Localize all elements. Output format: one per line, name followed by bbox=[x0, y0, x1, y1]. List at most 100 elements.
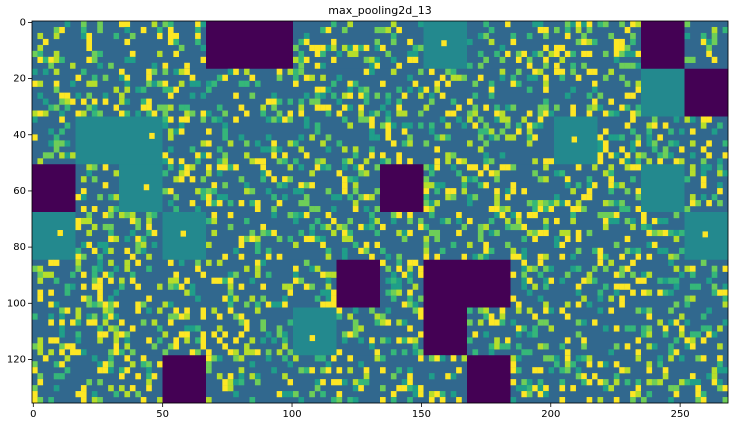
activation-pixel bbox=[81, 21, 87, 27]
activation-pixel bbox=[527, 63, 533, 69]
activation-pixel bbox=[603, 170, 609, 176]
activation-pixel bbox=[222, 75, 228, 81]
activation-pixel bbox=[255, 302, 261, 308]
activation-pixel bbox=[65, 99, 71, 105]
activation-pixel bbox=[554, 242, 560, 248]
activation-pixel bbox=[217, 164, 223, 170]
activation-pixel bbox=[717, 122, 723, 128]
activation-pixel bbox=[239, 331, 245, 337]
activation-pixel bbox=[37, 93, 43, 99]
activation-pixel bbox=[685, 206, 691, 212]
activation-pixel bbox=[168, 134, 174, 140]
activation-pixel bbox=[347, 355, 353, 361]
activation-pixel bbox=[54, 361, 60, 367]
activation-pixel bbox=[211, 308, 217, 314]
activation-pixel bbox=[467, 308, 473, 314]
activation-pixel bbox=[119, 212, 125, 218]
activation-pixel bbox=[668, 319, 674, 325]
activation-pixel bbox=[385, 51, 391, 57]
activation-pixel bbox=[228, 296, 234, 302]
activation-pixel bbox=[103, 367, 109, 373]
activation-pixel bbox=[135, 260, 141, 266]
feature-map bbox=[337, 260, 381, 308]
activation-pixel bbox=[472, 122, 478, 128]
activation-pixel bbox=[59, 349, 65, 355]
activation-pixel bbox=[565, 51, 571, 57]
activation-pixel bbox=[76, 266, 82, 272]
activation-pixel bbox=[233, 117, 239, 123]
activation-pixel bbox=[625, 63, 631, 69]
activation-pixel bbox=[206, 367, 212, 373]
activation-pixel bbox=[489, 319, 495, 325]
activation-pixel bbox=[92, 105, 98, 111]
feature-map bbox=[32, 164, 76, 212]
activation-pixel bbox=[543, 230, 549, 236]
activation-pixel bbox=[554, 236, 560, 242]
feature-map bbox=[250, 21, 294, 69]
y-tick-label: 40 bbox=[13, 130, 26, 141]
activation-pixel bbox=[179, 176, 185, 182]
activation-pixel bbox=[402, 319, 408, 325]
activation-pixel bbox=[418, 385, 424, 391]
activation-pixel bbox=[532, 385, 538, 391]
activation-pixel bbox=[168, 158, 174, 164]
activation-pixel bbox=[500, 75, 506, 81]
activation-pixel bbox=[385, 134, 391, 140]
activation-pixel bbox=[451, 355, 457, 361]
activation-pixel bbox=[418, 122, 424, 128]
activation-pixel bbox=[92, 284, 98, 290]
activation-pixel bbox=[619, 182, 625, 188]
activation-pixel bbox=[641, 218, 647, 224]
activation-pixel bbox=[288, 391, 294, 397]
activation-pixel bbox=[391, 290, 397, 296]
activation-pixel bbox=[271, 194, 277, 200]
activation-pixel bbox=[625, 379, 631, 385]
activation-pixel bbox=[429, 164, 435, 170]
activation-pixel bbox=[163, 69, 169, 75]
activation-pixel bbox=[440, 218, 446, 224]
activation-pixel bbox=[353, 397, 359, 403]
activation-pixel bbox=[76, 194, 82, 200]
activation-pixel bbox=[222, 385, 228, 391]
activation-pixel bbox=[282, 182, 288, 188]
activation-pixel bbox=[391, 212, 397, 218]
activation-pixel bbox=[527, 87, 533, 93]
activation-pixel bbox=[108, 212, 114, 218]
activation-pixel bbox=[532, 230, 538, 236]
activation-pixel bbox=[48, 272, 54, 278]
activation-pixel bbox=[483, 308, 489, 314]
activation-pixel bbox=[173, 284, 179, 290]
activation-pixel bbox=[625, 164, 631, 170]
activation-pixel bbox=[467, 200, 473, 206]
activation-pixel bbox=[407, 379, 413, 385]
activation-pixel bbox=[353, 385, 359, 391]
activation-pixel bbox=[103, 212, 109, 218]
activation-pixel bbox=[674, 140, 680, 146]
chart-title: max_pooling2d_13 bbox=[328, 4, 431, 17]
activation-pixel bbox=[304, 152, 310, 158]
activation-pixel bbox=[375, 230, 381, 236]
activation-pixel bbox=[233, 272, 239, 278]
activation-pixel bbox=[184, 308, 190, 314]
activation-pixel bbox=[146, 373, 152, 379]
activation-pixel bbox=[65, 367, 71, 373]
activation-pixel bbox=[690, 343, 696, 349]
activation-pixel bbox=[337, 224, 343, 230]
activation-pixel bbox=[712, 331, 718, 337]
activation-pixel bbox=[347, 367, 353, 373]
activation-pixel bbox=[135, 224, 141, 230]
activation-pixel bbox=[326, 87, 332, 93]
activation-pixel bbox=[65, 140, 71, 146]
activation-pixel bbox=[418, 308, 424, 314]
activation-pixel bbox=[489, 81, 495, 87]
activation-pixel bbox=[157, 337, 163, 343]
activation-pixel bbox=[173, 308, 179, 314]
activation-pixel bbox=[315, 266, 321, 272]
activation-pixel bbox=[462, 224, 468, 230]
activation-pixel bbox=[141, 397, 147, 403]
activation-pixel bbox=[266, 254, 272, 260]
activation-pixel bbox=[608, 111, 614, 117]
activation-pixel bbox=[298, 39, 304, 45]
activation-pixel bbox=[320, 105, 326, 111]
activation-pixel bbox=[293, 391, 299, 397]
